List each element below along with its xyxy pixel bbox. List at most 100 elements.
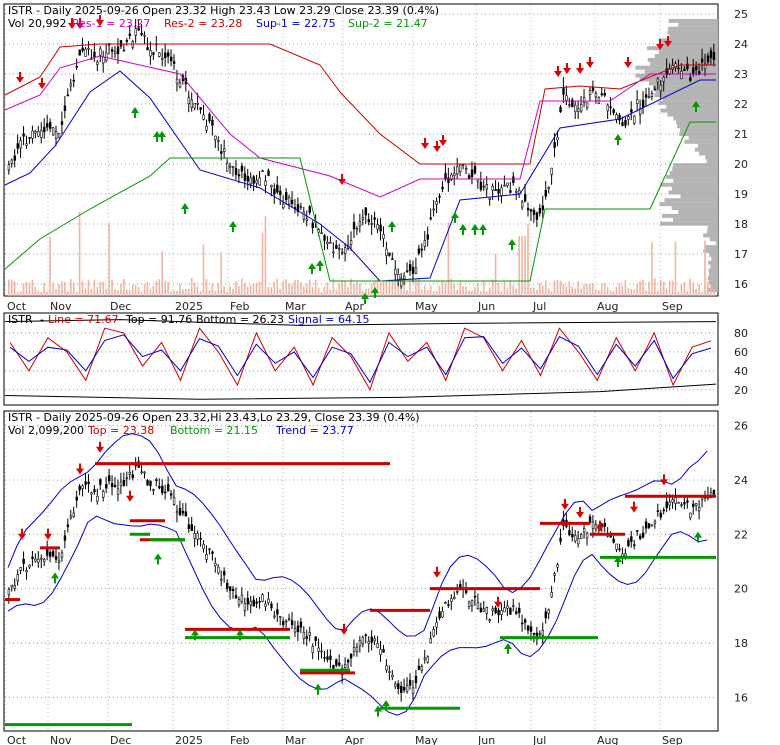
trend-candle-body xyxy=(695,503,698,506)
price-candle-body xyxy=(46,123,49,128)
trend-candle-body xyxy=(579,534,583,539)
stoch-header-dash: - xyxy=(40,313,44,326)
trend-candle-body xyxy=(279,616,282,618)
trend-candle-body xyxy=(178,508,182,516)
volume-bar xyxy=(648,281,650,296)
volume-bar xyxy=(500,291,503,296)
price-y-tick-label: 22 xyxy=(734,98,748,111)
price-candle-body xyxy=(641,99,645,108)
trend-candle-body xyxy=(518,607,521,613)
price-candle-body xyxy=(423,240,427,247)
trend-candle-body xyxy=(671,499,674,503)
trend-candle-body xyxy=(588,516,592,523)
price-x-tick-label: Nov xyxy=(50,300,72,313)
trend-candle-body xyxy=(582,528,586,533)
price-x-tick-label: Jul xyxy=(532,300,546,313)
trend-candle-body xyxy=(402,687,406,691)
trend-candle-body xyxy=(665,501,668,509)
trend-candle-body xyxy=(149,480,152,487)
trend-candle-body xyxy=(488,619,491,622)
volume-bar xyxy=(235,281,237,296)
trend-candle-body xyxy=(697,507,701,512)
volume-bar xyxy=(96,287,99,296)
trend-x-tick-label: Feb xyxy=(230,734,249,745)
volume-bar xyxy=(84,288,87,296)
volume-profile-bar xyxy=(698,143,718,148)
price-candle-body xyxy=(656,78,660,83)
volume-profile-bar xyxy=(669,171,718,175)
trend-x-tick-label: 2025 xyxy=(175,734,203,745)
volume-bar xyxy=(530,288,532,296)
volume-bar xyxy=(636,283,638,296)
price-candle-body xyxy=(31,130,34,139)
trend-candle-body xyxy=(485,607,488,614)
price-candle-body xyxy=(686,63,689,69)
trend-candle-body xyxy=(252,599,255,607)
price-candle-body xyxy=(273,188,276,195)
price-candle-body xyxy=(258,177,261,186)
trend-candle-body xyxy=(181,510,185,514)
volume-bar xyxy=(137,286,140,296)
volume-bar xyxy=(477,283,479,296)
price-candle-body xyxy=(110,49,114,52)
trend-candle-body xyxy=(630,536,633,542)
price-panel: 25 24 23 22 21 20 19 18 17 16 Oct Nov Dec 2025 Feb Mar A… xyxy=(4,5,748,313)
trend-candle-body xyxy=(358,640,362,647)
trend-candle-body xyxy=(712,490,716,495)
volume-bar xyxy=(482,280,485,296)
volume-profile-bar xyxy=(658,100,718,105)
trend-candle-body xyxy=(435,622,438,628)
volume-profile-bar xyxy=(710,284,718,289)
price-candle-body xyxy=(456,166,459,175)
price-candle-body xyxy=(279,190,282,195)
volume-bar xyxy=(450,278,453,296)
volume-bar xyxy=(158,279,161,296)
trend-candle-body xyxy=(305,636,309,639)
trend-candle-body xyxy=(223,571,226,576)
volume-bar xyxy=(359,283,361,296)
volume-bar xyxy=(367,288,370,296)
volume-bar xyxy=(72,282,75,296)
price-candle-body xyxy=(326,241,329,245)
volume-bar xyxy=(69,279,72,296)
trend-candle-body xyxy=(90,492,93,495)
volume-bar xyxy=(406,290,408,296)
trend-up-arrow xyxy=(51,572,59,584)
price-up-arrow xyxy=(361,293,369,304)
volume-bar xyxy=(179,283,181,296)
trend-header-top: Top = 23.38 xyxy=(87,424,154,437)
trend-candle-body xyxy=(193,533,196,539)
volume-bar xyxy=(347,287,349,296)
trend-header-vol: Vol 2,099,200 xyxy=(8,424,84,437)
volume-bar xyxy=(662,281,665,296)
price-candle-body xyxy=(287,196,291,205)
volume-bar xyxy=(677,291,680,296)
price-candle-body xyxy=(75,65,78,68)
price-candle-body xyxy=(544,190,548,197)
trend-candle-body xyxy=(16,574,19,581)
volume-profile-bar xyxy=(707,225,718,230)
price-down-arrow xyxy=(624,57,632,68)
trend-candle-body xyxy=(329,655,332,660)
trend-candle-body xyxy=(308,632,311,636)
volume-bar xyxy=(196,286,199,296)
volume-bar xyxy=(533,287,535,296)
price-candle-body xyxy=(503,184,506,187)
trend-y-tick-label: 16 xyxy=(734,691,748,704)
volume-bar xyxy=(28,282,31,296)
volume-bar xyxy=(170,291,172,296)
trend-candle-body xyxy=(503,607,506,613)
volume-bar xyxy=(311,287,314,296)
price-candle-body xyxy=(497,189,500,194)
trend-candle-body xyxy=(633,544,636,547)
volume-bar xyxy=(303,286,305,296)
trend-candle-body xyxy=(220,578,223,581)
price-candle-body xyxy=(169,56,173,62)
volume-profile-bar xyxy=(709,280,718,285)
volume-profile-bar xyxy=(705,245,718,250)
trend-down-arrow xyxy=(576,507,584,518)
trend-candle-body xyxy=(686,500,689,503)
volume-bar xyxy=(421,289,423,296)
stoch-top-band xyxy=(4,319,717,326)
trend-candle-body xyxy=(158,486,161,489)
